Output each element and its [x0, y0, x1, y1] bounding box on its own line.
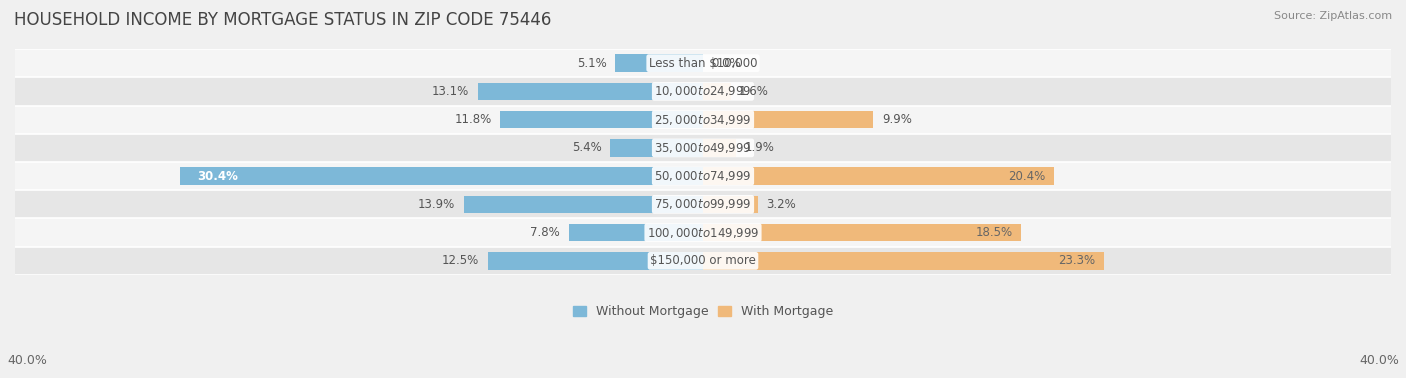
Bar — [15, 105, 1391, 134]
Bar — [616, 54, 703, 72]
Bar — [15, 134, 1391, 162]
Text: $100,000 to $149,999: $100,000 to $149,999 — [647, 226, 759, 240]
Bar — [703, 139, 735, 156]
Text: 9.9%: 9.9% — [882, 113, 911, 126]
Bar — [703, 252, 1104, 270]
Bar — [15, 218, 1391, 247]
Text: 12.5%: 12.5% — [441, 254, 479, 267]
Text: 1.6%: 1.6% — [740, 85, 769, 98]
Bar — [488, 252, 703, 270]
Text: HOUSEHOLD INCOME BY MORTGAGE STATUS IN ZIP CODE 75446: HOUSEHOLD INCOME BY MORTGAGE STATUS IN Z… — [14, 11, 551, 29]
Text: $150,000 or more: $150,000 or more — [650, 254, 756, 267]
Text: $10,000 to $24,999: $10,000 to $24,999 — [654, 84, 752, 98]
Bar — [703, 111, 873, 129]
Text: Less than $10,000: Less than $10,000 — [648, 57, 758, 70]
Bar — [15, 77, 1391, 105]
Bar — [15, 162, 1391, 190]
Bar — [15, 49, 1391, 77]
Text: 20.4%: 20.4% — [1008, 170, 1045, 183]
Bar — [703, 167, 1054, 185]
Text: $25,000 to $34,999: $25,000 to $34,999 — [654, 113, 752, 127]
Bar — [464, 195, 703, 213]
Text: 40.0%: 40.0% — [7, 354, 46, 367]
Text: 0.0%: 0.0% — [711, 57, 741, 70]
Bar — [610, 139, 703, 156]
Legend: Without Mortgage, With Mortgage: Without Mortgage, With Mortgage — [574, 305, 832, 318]
Text: 23.3%: 23.3% — [1059, 254, 1095, 267]
Text: 5.4%: 5.4% — [572, 141, 602, 154]
Text: 3.2%: 3.2% — [766, 198, 796, 211]
Bar — [569, 224, 703, 242]
Text: 40.0%: 40.0% — [1360, 354, 1399, 367]
Bar — [501, 111, 703, 129]
Text: 30.4%: 30.4% — [197, 170, 238, 183]
Bar — [180, 167, 703, 185]
Text: $35,000 to $49,999: $35,000 to $49,999 — [654, 141, 752, 155]
Bar — [703, 195, 758, 213]
Text: 13.9%: 13.9% — [418, 198, 456, 211]
Bar — [703, 83, 731, 100]
Text: 13.1%: 13.1% — [432, 85, 470, 98]
Text: 5.1%: 5.1% — [576, 57, 606, 70]
Text: 1.9%: 1.9% — [744, 141, 775, 154]
Text: $75,000 to $99,999: $75,000 to $99,999 — [654, 197, 752, 211]
Text: $50,000 to $74,999: $50,000 to $74,999 — [654, 169, 752, 183]
Bar — [15, 247, 1391, 275]
Bar — [478, 83, 703, 100]
Text: Source: ZipAtlas.com: Source: ZipAtlas.com — [1274, 11, 1392, 21]
Text: 11.8%: 11.8% — [454, 113, 492, 126]
Text: 18.5%: 18.5% — [976, 226, 1012, 239]
Text: 7.8%: 7.8% — [530, 226, 560, 239]
Bar — [703, 224, 1021, 242]
Bar — [15, 190, 1391, 218]
